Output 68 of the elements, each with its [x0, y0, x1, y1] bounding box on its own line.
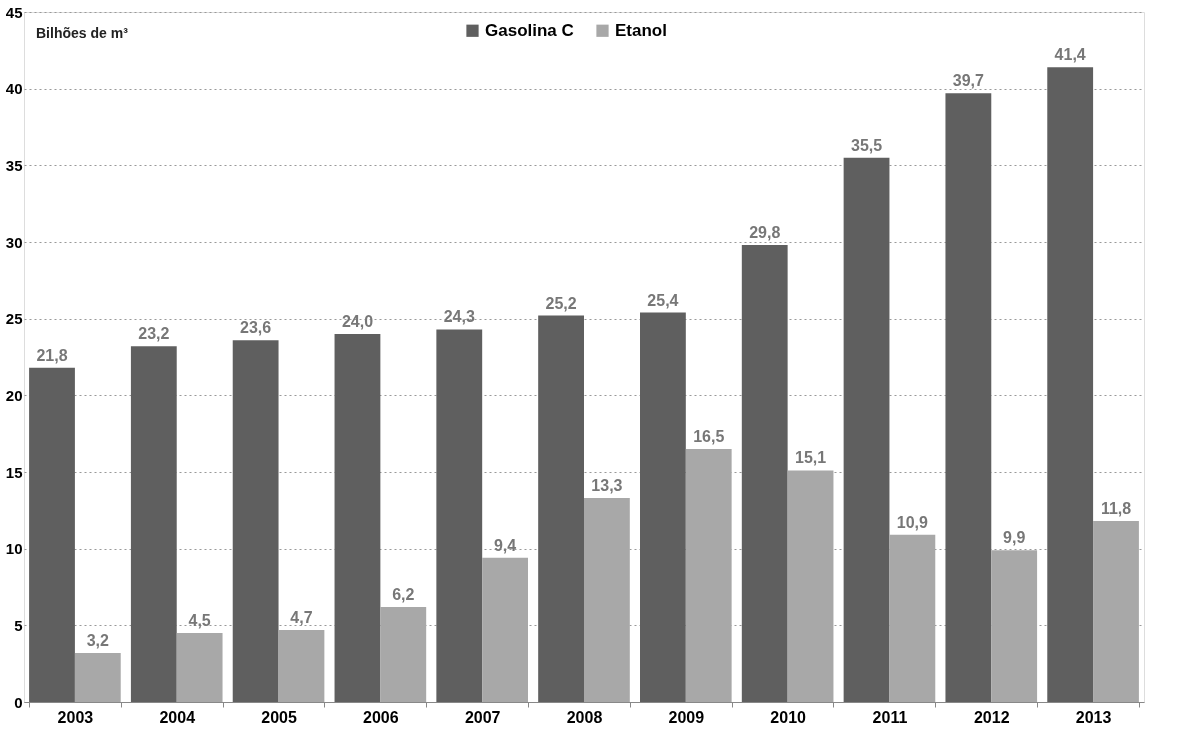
x-tick-label: 2012 [973, 708, 1010, 726]
bar [334, 334, 381, 702]
data-label: 6,2 [392, 585, 415, 603]
x-tick-label: 2008 [566, 708, 603, 726]
bar [640, 312, 686, 702]
data-label: 4,7 [290, 608, 313, 626]
data-label: 15,1 [794, 449, 827, 467]
x-tick-label: 2006 [363, 708, 399, 726]
data-label: 35,5 [850, 136, 883, 154]
legend-label: Gasolina C [485, 20, 574, 40]
data-label: 23,2 [138, 325, 170, 343]
x-tick-label: 2007 [464, 708, 501, 726]
bar [29, 367, 75, 702]
data-label: 23,6 [240, 319, 272, 337]
bar [278, 629, 325, 702]
data-label: 9,4 [493, 536, 517, 554]
data-label: 11,8 [1100, 500, 1132, 518]
bar [380, 606, 427, 702]
y-tick-label: 20 [5, 386, 23, 404]
bar [1093, 521, 1139, 702]
data-label: 4,5 [188, 612, 211, 629]
y-tick-label: 25 [5, 310, 23, 328]
y-tick-label: 40 [5, 80, 23, 98]
y-tick-label: 35 [5, 156, 23, 174]
data-label: 29,8 [749, 224, 781, 242]
data-label: 3,2 [86, 631, 110, 649]
data-label: 25,4 [647, 291, 679, 309]
data-label: 13,3 [591, 477, 623, 495]
data-label: 21,8 [36, 346, 68, 364]
x-tick-label: 2013 [1075, 708, 1112, 726]
bar [482, 557, 528, 702]
data-label: 24,0 [341, 313, 374, 330]
bar [889, 534, 936, 702]
x-tick-label: 2003 [57, 708, 94, 726]
bar [787, 470, 834, 702]
data-label: 16,5 [693, 428, 725, 445]
y-tick-label: 0 [14, 693, 23, 711]
y-tick-label: 45 [5, 3, 23, 21]
x-tick-label: 2010 [770, 708, 807, 726]
data-label: 39,7 [952, 72, 985, 90]
bar [74, 652, 121, 702]
x-tick-label: 2005 [261, 708, 297, 726]
data-label: 9,9 [1003, 529, 1026, 547]
data-label: 24,3 [443, 308, 475, 326]
data-label: 25,2 [545, 294, 577, 312]
bar [991, 550, 1038, 702]
data-label: 10,9 [896, 513, 929, 531]
x-tick-label: 2009 [668, 708, 705, 726]
bar [232, 340, 279, 702]
annotation: Bilhões de m³ [36, 25, 129, 41]
bar [538, 315, 584, 702]
y-tick-label: 5 [14, 616, 23, 634]
y-tick-label: 10 [5, 540, 23, 558]
legend-label: Etanol [615, 20, 667, 40]
bar [741, 245, 788, 702]
y-tick-label: 15 [5, 463, 23, 481]
bar [130, 346, 177, 702]
bar [685, 449, 732, 702]
bar [436, 329, 483, 702]
x-tick-label: 2011 [872, 708, 908, 726]
y-tick-label: 30 [5, 233, 23, 251]
bar [1047, 67, 1094, 702]
bar [584, 498, 630, 702]
x-tick-label: 2004 [159, 708, 196, 726]
bar [176, 633, 223, 702]
bar [843, 157, 890, 702]
bar [945, 93, 992, 702]
data-label: 41,4 [1054, 46, 1086, 64]
